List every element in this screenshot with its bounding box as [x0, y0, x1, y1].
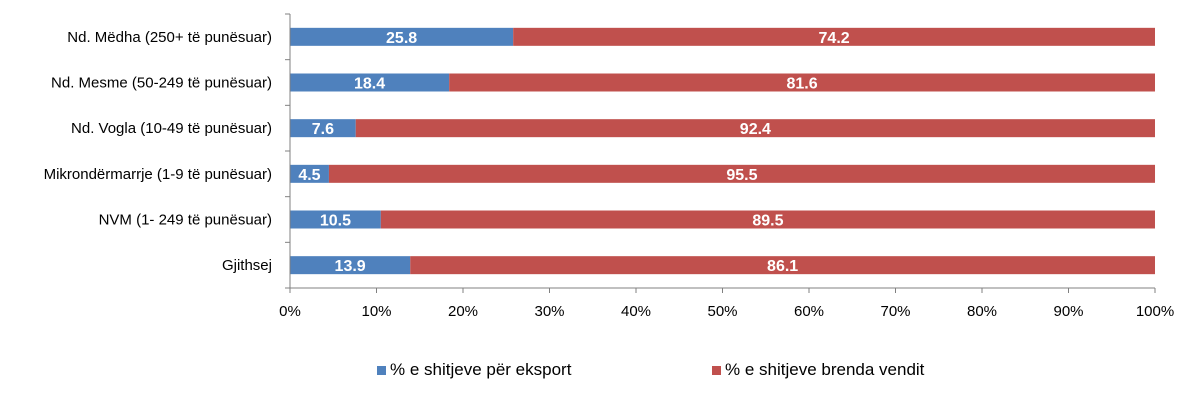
data-labels-layer: 25.8 74.2 18.4 81.6 7.6 92.4 4.5 95.5 10.5 89.5 13… — [298, 30, 849, 275]
data-label-domestic-3: 95.5 — [726, 167, 757, 184]
data-label-domestic-2: 92.4 — [740, 121, 771, 138]
data-label-domestic-5: 86.1 — [767, 258, 798, 275]
data-label-export-3: 4.5 — [298, 167, 320, 184]
bar-export-0 — [290, 27, 514, 46]
x-tick-label-5: 50% — [707, 303, 737, 320]
x-tick-label-8: 80% — [967, 303, 997, 320]
bar-domestic-1 — [449, 73, 1155, 92]
bar-export-5 — [290, 256, 411, 275]
legend-item-export: % e shitjeve për eksport — [377, 360, 571, 380]
x-tick-label-6: 60% — [794, 303, 824, 320]
legend-swatch-export — [377, 365, 386, 375]
x-tick-label-10: 100% — [1136, 303, 1174, 320]
data-label-export-1: 18.4 — [354, 76, 385, 93]
bar-export-3 — [290, 164, 329, 183]
bar-domestic-2 — [355, 119, 1155, 138]
bars-layer — [290, 27, 1156, 275]
x-tick-label-1: 10% — [361, 303, 391, 320]
x-tick-label-9: 90% — [1053, 303, 1083, 320]
category-label-5: Gjithsej — [222, 257, 272, 274]
bar-domestic-4 — [380, 210, 1155, 229]
category-label-1: Nd. Mesme (50-249 të punësuar) — [51, 75, 272, 92]
data-label-export-4: 10.5 — [320, 213, 351, 230]
category-label-4: NVM (1- 249 të punësuar) — [99, 212, 272, 229]
legend-item-domestic: % e shitjeve brenda vendit — [712, 360, 924, 380]
data-label-export-5: 13.9 — [335, 258, 366, 275]
x-tick-label-7: 70% — [880, 303, 910, 320]
bar-export-1 — [290, 73, 450, 92]
x-tick-label-2: 20% — [448, 303, 478, 320]
legend: % e shitjeve për eksport % e shitjeve br… — [0, 360, 1180, 390]
category-label-3: Mikrondërmarrje (1-9 të punësuar) — [44, 166, 272, 183]
data-label-domestic-1: 81.6 — [787, 76, 818, 93]
bar-domestic-5 — [410, 256, 1155, 275]
bar-domestic-0 — [513, 27, 1155, 46]
legend-label-export: % e shitjeve për eksport — [390, 360, 572, 379]
x-tick-label-4: 40% — [621, 303, 651, 320]
bar-domestic-3 — [328, 164, 1156, 183]
bar-export-4 — [290, 210, 381, 229]
data-label-domestic-0: 74.2 — [819, 30, 850, 47]
category-label-0: Nd. Mëdha (250+ të punësuar) — [67, 29, 272, 46]
x-tick-label-3: 30% — [534, 303, 564, 320]
data-label-domestic-4: 89.5 — [752, 213, 783, 230]
bar-export-2 — [290, 119, 356, 138]
legend-swatch-domestic — [712, 365, 721, 375]
axis-layer: Nd. Mëdha (250+ të punësuar) Nd. Mesme (5… — [44, 13, 1174, 320]
legend-label-domestic: % e shitjeve brenda vendit — [725, 360, 925, 379]
category-label-2: Nd. Vogla (10-49 të punësuar) — [71, 120, 272, 137]
data-label-export-0: 25.8 — [386, 30, 417, 47]
x-tick-label-0: 0% — [279, 303, 301, 320]
data-label-export-2: 7.6 — [312, 121, 334, 138]
